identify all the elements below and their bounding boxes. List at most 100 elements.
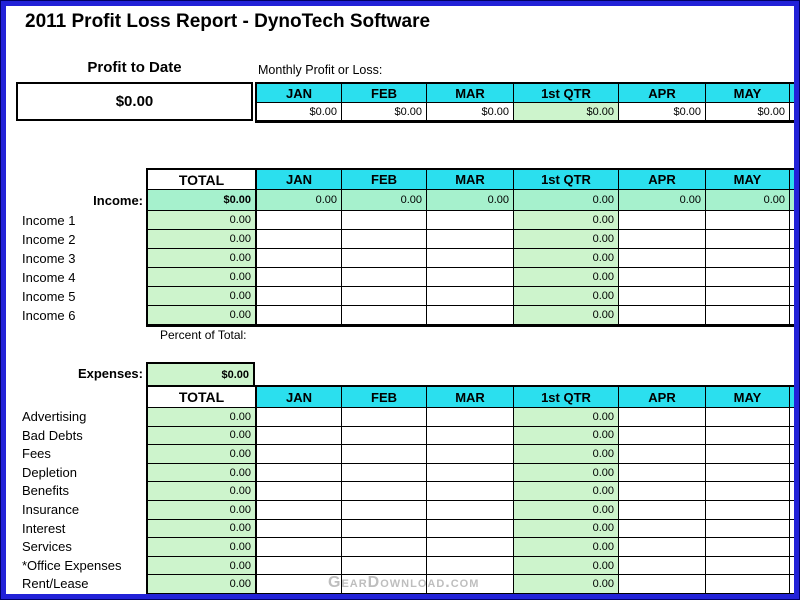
income-table-income-5-jan-cell[interactable] [257,287,342,306]
income-table-income-2-apr-cell[interactable] [619,230,706,249]
summary-value-1st-qtr[interactable]: $0.00 [514,103,619,121]
income-table-income-4-1st-qtr-cell[interactable]: 0.00 [514,268,619,287]
income-table-totals-feb-cell[interactable]: 0.00 [342,190,427,211]
expenses-table-fees-total-cell[interactable]: 0.00 [148,445,257,464]
income-table-income-2-total-cell[interactable]: 0.00 [148,230,257,249]
expenses-table-office-expenses-apr-cell[interactable] [619,556,706,576]
expenses-table-rent-lease-mar-cell[interactable] [427,575,514,594]
summary-value-jan[interactable]: $0.00 [257,103,342,121]
income-table-income-1-feb-cell[interactable] [342,211,427,230]
expenses-table-services-jan-cell[interactable] [257,538,342,557]
income-table-income-6-total-cell[interactable]: 0.00 [148,306,257,325]
income-table-income-2-may-cell[interactable] [706,230,790,249]
expenses-table-benefits-apr-cell[interactable] [619,482,706,501]
income-table-income-3-total-cell[interactable]: 0.00 [148,249,257,268]
expenses-table-bad-debts-jan-cell[interactable] [257,426,342,446]
expenses-table-bad-debts-apr-cell[interactable] [619,426,706,446]
expenses-table-advertising-1st-qtr-cell[interactable]: 0.00 [514,408,619,427]
expenses-table-depletion-mar-cell[interactable] [427,463,514,483]
income-table-income-2-jan-cell[interactable] [257,230,342,249]
income-table-income-3-mar-cell[interactable] [427,249,514,268]
expenses-table-interest-jan-cell[interactable] [257,519,342,539]
income-table-income-4-total-cell[interactable]: 0.00 [148,268,257,287]
expenses-table-benefits-1st-qtr-cell[interactable]: 0.00 [514,482,619,501]
income-table-income-5-total-cell[interactable]: 0.00 [148,287,257,306]
expenses-table-depletion-may-cell[interactable] [706,463,790,483]
income-table-income-1-may-cell[interactable] [706,211,790,230]
expenses-table-insurance-jan-cell[interactable] [257,500,342,520]
expenses-table-bad-debts-may-cell[interactable] [706,426,790,446]
expenses-table-depletion-total-cell[interactable]: 0.00 [148,463,257,483]
income-table-income-6-may-cell[interactable] [706,306,790,325]
expenses-table-office-expenses-1st-qtr-cell[interactable]: 0.00 [514,556,619,576]
expenses-table-depletion-apr-cell[interactable] [619,463,706,483]
expenses-table-depletion-1st-qtr-cell[interactable]: 0.00 [514,463,619,483]
income-table-income-4-feb-cell[interactable] [342,268,427,287]
expenses-table-advertising-total-cell[interactable]: 0.00 [148,408,257,427]
expenses-table-rent-lease-feb-cell[interactable] [342,575,427,594]
income-table-income-3-jan-cell[interactable] [257,249,342,268]
expenses-table-services-may-cell[interactable] [706,538,790,557]
expenses-table-services-apr-cell[interactable] [619,538,706,557]
income-table-totals-apr-cell[interactable]: 0.00 [619,190,706,211]
summary-value-mar[interactable]: $0.00 [427,103,514,121]
expenses-table-bad-debts-1st-qtr-cell[interactable]: 0.00 [514,426,619,446]
income-table-totals-mar-cell[interactable]: 0.00 [427,190,514,211]
income-table-income-1-1st-qtr-cell[interactable]: 0.00 [514,211,619,230]
expenses-table-rent-lease-total-cell[interactable]: 0.00 [148,575,257,594]
expenses-table-insurance-feb-cell[interactable] [342,500,427,520]
income-table-income-5-mar-cell[interactable] [427,287,514,306]
expenses-table-services-total-cell[interactable]: 0.00 [148,538,257,557]
income-table-income-3-feb-cell[interactable] [342,249,427,268]
expenses-table-benefits-may-cell[interactable] [706,482,790,501]
expenses-table-interest-1st-qtr-cell[interactable]: 0.00 [514,519,619,539]
expenses-table-insurance-apr-cell[interactable] [619,500,706,520]
expenses-table-bad-debts-mar-cell[interactable] [427,426,514,446]
summary-value-feb[interactable]: $0.00 [342,103,427,121]
expenses-table-bad-debts-feb-cell[interactable] [342,426,427,446]
income-table-income-6-feb-cell[interactable] [342,306,427,325]
income-table-income-3-may-cell[interactable] [706,249,790,268]
income-table-income-5-1st-qtr-cell[interactable]: 0.00 [514,287,619,306]
expenses-table-advertising-feb-cell[interactable] [342,408,427,427]
income-table-income-4-jan-cell[interactable] [257,268,342,287]
expenses-table-interest-mar-cell[interactable] [427,519,514,539]
expenses-table-office-expenses-total-cell[interactable]: 0.00 [148,556,257,576]
expenses-table-interest-apr-cell[interactable] [619,519,706,539]
income-table-income-2-1st-qtr-cell[interactable]: 0.00 [514,230,619,249]
income-table-income-3-apr-cell[interactable] [619,249,706,268]
profit-to-date-value-cell[interactable]: $0.00 [16,82,253,121]
income-table-income-2-mar-cell[interactable] [427,230,514,249]
income-table-income-6-mar-cell[interactable] [427,306,514,325]
income-table-income-2-feb-cell[interactable] [342,230,427,249]
expenses-total-cell[interactable]: $0.00 [146,362,255,387]
expenses-table-advertising-mar-cell[interactable] [427,408,514,427]
expenses-table-office-expenses-jan-cell[interactable] [257,556,342,576]
income-table-income-5-apr-cell[interactable] [619,287,706,306]
expenses-table-interest-feb-cell[interactable] [342,519,427,539]
income-table-income-5-may-cell[interactable] [706,287,790,306]
income-table-income-4-mar-cell[interactable] [427,268,514,287]
expenses-table-benefits-total-cell[interactable]: 0.00 [148,482,257,501]
expenses-table-insurance-1st-qtr-cell[interactable]: 0.00 [514,500,619,520]
income-table-income-1-apr-cell[interactable] [619,211,706,230]
expenses-table-fees-mar-cell[interactable] [427,445,514,464]
expenses-table-fees-may-cell[interactable] [706,445,790,464]
expenses-table-services-mar-cell[interactable] [427,538,514,557]
expenses-table-office-expenses-mar-cell[interactable] [427,556,514,576]
expenses-table-fees-feb-cell[interactable] [342,445,427,464]
expenses-table-depletion-jan-cell[interactable] [257,463,342,483]
income-table-income-6-jan-cell[interactable] [257,306,342,325]
expenses-table-fees-1st-qtr-cell[interactable]: 0.00 [514,445,619,464]
income-table-income-6-apr-cell[interactable] [619,306,706,325]
income-table-totals-jan-cell[interactable]: 0.00 [257,190,342,211]
expenses-table-advertising-jan-cell[interactable] [257,408,342,427]
summary-value-may[interactable]: $0.00 [706,103,790,121]
expenses-table-advertising-apr-cell[interactable] [619,408,706,427]
expenses-table-bad-debts-total-cell[interactable]: 0.00 [148,426,257,446]
expenses-table-insurance-mar-cell[interactable] [427,500,514,520]
income-table-income-4-may-cell[interactable] [706,268,790,287]
expenses-table-rent-lease-may-cell[interactable] [706,575,790,594]
expenses-table-fees-jan-cell[interactable] [257,445,342,464]
expenses-table-services-1st-qtr-cell[interactable]: 0.00 [514,538,619,557]
